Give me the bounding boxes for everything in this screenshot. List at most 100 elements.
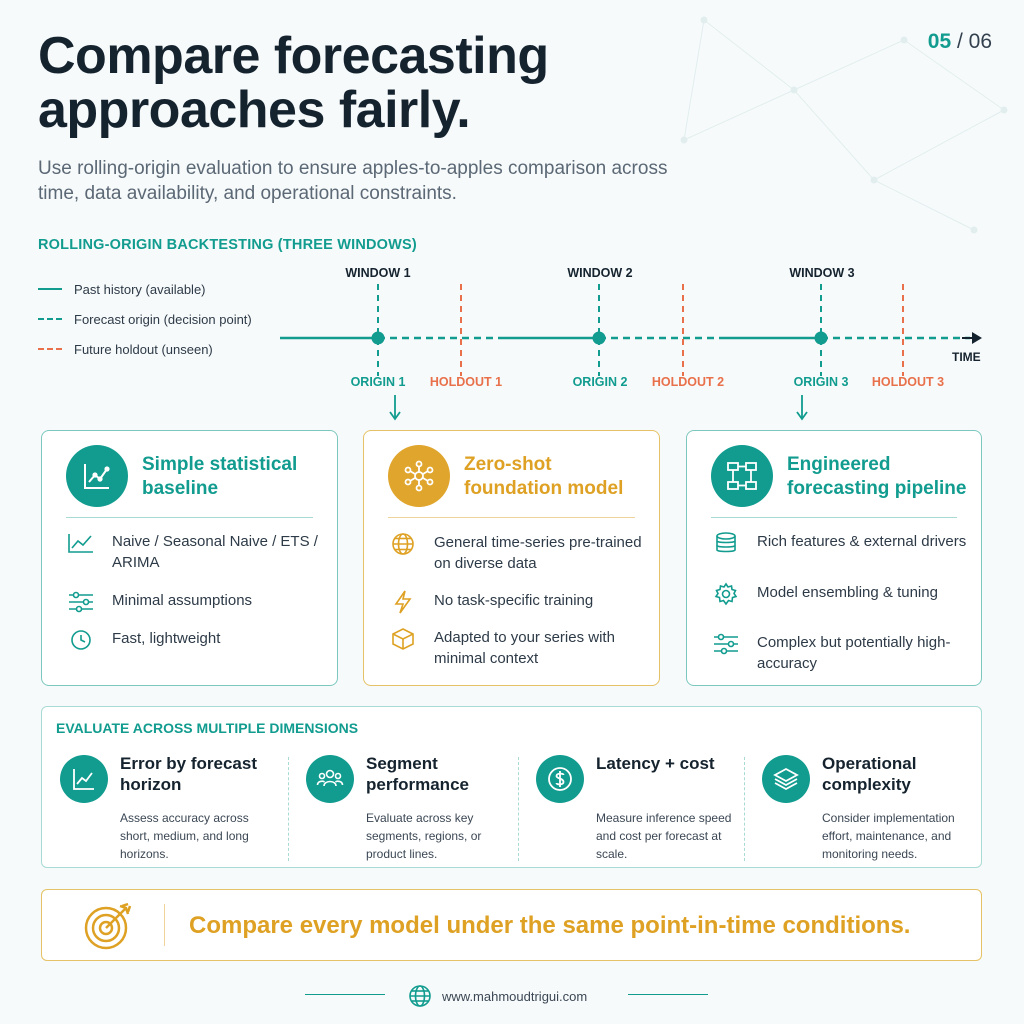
dimension-segment-performance: Segment performance Evaluate across key … (306, 753, 516, 861)
origin-label: ORIGIN 3 (793, 375, 849, 389)
footer-rule (628, 994, 708, 995)
timeline-legend: Past history (available) Forecast origin… (38, 274, 252, 364)
feature-text: Naive / Seasonal Naive / ETS / ARIMA (112, 533, 318, 571)
dimension-error-horizon: Error by forecast horizon Assess accurac… (60, 753, 270, 861)
gear-icon (714, 582, 738, 606)
footer-rule (305, 994, 385, 995)
globe-icon (392, 533, 414, 555)
legend-item-past: Past history (available) (38, 274, 252, 304)
feature-item: Minimal assumptions (66, 590, 323, 614)
key-takeaway-callout: Compare every model under the same point… (41, 889, 982, 961)
flowchart-icon (711, 445, 773, 507)
legend-label: Future holdout (unseen) (74, 341, 213, 357)
origin-dot (371, 331, 385, 345)
feature-item: Fast, lightweight (66, 628, 323, 652)
feature-item: General time-series pre-trained on diver… (388, 532, 645, 574)
origin-dot (592, 331, 606, 345)
dimension-separator (288, 757, 289, 861)
footer: www.mahmoudtrigui.com (408, 984, 587, 1008)
globe-icon (409, 985, 431, 1007)
page-subtitle: Use rolling-origin evaluation to ensure … (38, 158, 668, 204)
origin-label: ORIGIN 1 (350, 375, 406, 389)
dimension-title: Latency + cost (596, 754, 715, 773)
timeline-arrow-head-icon (972, 332, 982, 344)
database-icon (716, 532, 736, 553)
feature-text: General time-series pre-trained on diver… (434, 534, 642, 572)
background-network-pattern (680, 16, 1008, 234)
dimension-operational-complexity: Operational complexity Consider implemen… (762, 753, 972, 861)
feature-text: Model ensembling & tuning (757, 584, 938, 601)
dimension-separator (518, 757, 519, 861)
card-title: Engineered forecasting pipeline (787, 454, 967, 499)
lightning-icon (394, 590, 412, 614)
timeline-graphic (280, 284, 982, 421)
legend-item-holdout: Future holdout (unseen) (38, 334, 252, 364)
dimension-description: Consider implementation effort, maintena… (822, 811, 955, 861)
dimension-title: Error by forecast horizon (120, 754, 257, 795)
footer-website-link[interactable]: www.mahmoudtrigui.com (442, 988, 588, 1004)
dashed-orange-swatch-icon (38, 348, 62, 350)
legend-label: Forecast origin (decision point) (74, 311, 252, 327)
legend-item-origin: Forecast origin (decision point) (38, 304, 252, 334)
approach-card-engineered-pipeline: Engineered forecasting pipeline Rich fea… (686, 430, 982, 686)
line-chart-icon (60, 755, 108, 803)
card-divider (388, 517, 635, 518)
card-divider (711, 517, 957, 518)
feature-text: Fast, lightweight (112, 630, 221, 647)
feature-text: Complex but potentially high-accuracy (757, 634, 951, 672)
feature-item: Adapted to your series with minimal cont… (388, 627, 645, 669)
people-icon (306, 755, 354, 803)
feature-item: Complex but potentially high-accuracy (711, 632, 967, 674)
approach-card-foundation-model: Zero-shot foundation model General time-… (363, 430, 660, 686)
feature-item: No task-specific training (388, 590, 645, 614)
network-icon (388, 445, 450, 507)
card-title: Zero-shot foundation model (464, 454, 624, 499)
dimension-description: Assess accuracy across short, medium, an… (120, 811, 249, 861)
feature-text: Rich features & external drivers (757, 533, 967, 550)
feature-item: Rich features & external drivers (711, 531, 967, 555)
dimension-separator (744, 757, 745, 861)
dimension-description: Evaluate across key segments, regions, o… (366, 811, 482, 861)
feature-item: Naive / Seasonal Naive / ETS / ARIMA (66, 531, 323, 573)
dashed-teal-swatch-icon (38, 318, 62, 320)
feature-item: Model ensembling & tuning (711, 582, 967, 606)
layers-icon (762, 755, 810, 803)
backtesting-section-label: ROLLING-ORIGIN BACKTESTING (THREE WINDOW… (38, 237, 417, 253)
cube-icon (392, 628, 414, 650)
dimension-title: Segment performance (366, 754, 469, 795)
page-indicator: 05 / 06 (928, 30, 992, 54)
dollar-icon (536, 755, 584, 803)
dimension-latency-cost: Latency + cost Measure inference speed a… (536, 753, 746, 861)
origin-label: ORIGIN 2 (572, 375, 628, 389)
target-icon (84, 902, 132, 950)
clock-icon (71, 630, 91, 650)
page-total: 06 (968, 30, 992, 53)
trend-icon (68, 534, 93, 553)
feature-text: Minimal assumptions (112, 592, 253, 609)
page-separator: / (951, 30, 969, 53)
holdout-label: HOLDOUT 1 (429, 375, 503, 389)
window-label: WINDOW 3 (789, 266, 855, 280)
window-label: WINDOW 1 (345, 266, 411, 280)
card-divider (66, 517, 313, 518)
origin-dot (814, 331, 828, 345)
solid-line-swatch-icon (38, 288, 62, 290)
line-chart-icon (66, 445, 128, 507)
window-label: WINDOW 2 (567, 266, 633, 280)
card-title: Simple statistical baseline (142, 454, 298, 499)
sliders-icon (714, 633, 738, 655)
page-title: Compare forecasting approaches fairly. (38, 27, 549, 139)
evaluation-dimensions-panel: EVALUATE ACROSS MULTIPLE DIMENSIONS Erro… (41, 706, 982, 868)
callout-divider (164, 904, 165, 946)
holdout-label: HOLDOUT 2 (651, 375, 725, 389)
feature-text: No task-specific training (434, 592, 594, 609)
callout-text: Compare every model under the same point… (189, 912, 911, 939)
approach-card-statistical-baseline: Simple statistical baseline Naive / Seas… (41, 430, 338, 686)
sliders-icon (69, 591, 93, 613)
feature-text: Adapted to your series with minimal cont… (434, 629, 615, 667)
rolling-origin-timeline: WINDOW 1 WINDOW 2 WINDOW 3 ORIGIN 1 HOLD… (0, 250, 1024, 430)
evaluation-section-label: EVALUATE ACROSS MULTIPLE DIMENSIONS (56, 720, 359, 736)
dimension-description: Measure inference speed and cost per for… (596, 811, 732, 861)
dimension-title: Operational complexity (822, 754, 917, 795)
legend-label: Past history (available) (74, 281, 206, 297)
